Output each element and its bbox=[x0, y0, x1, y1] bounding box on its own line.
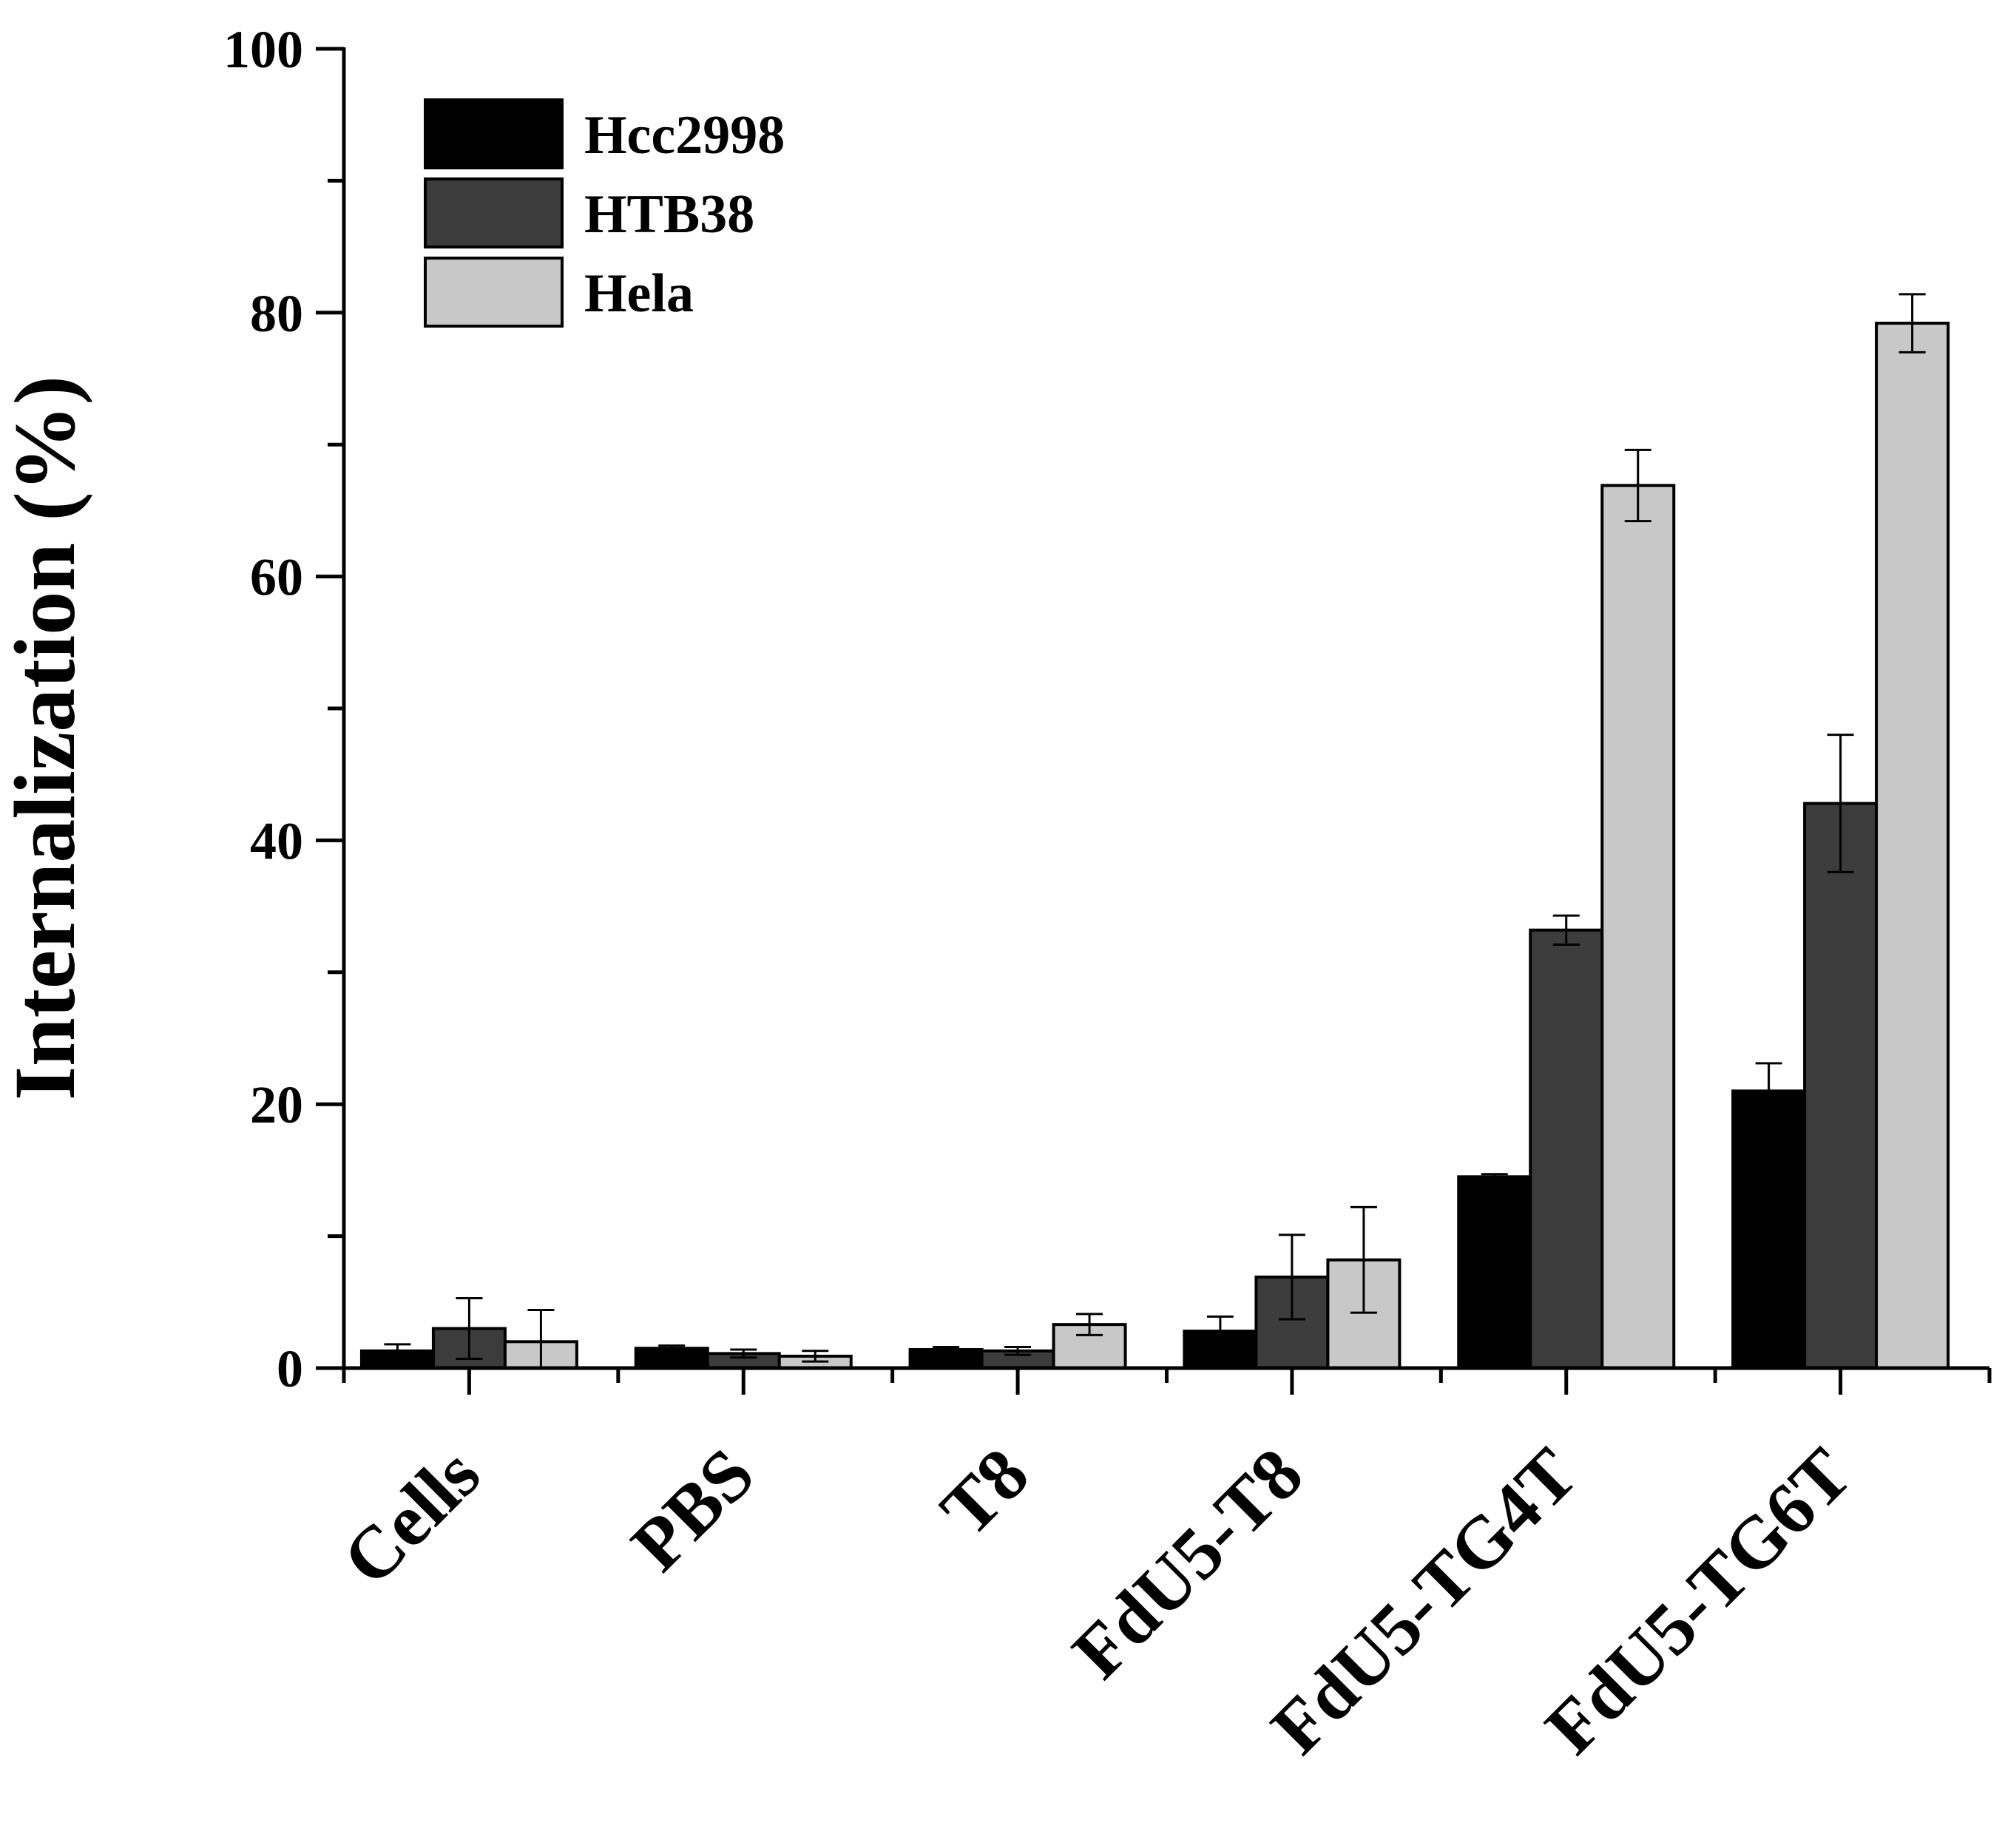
y-tick-label-80: 80 bbox=[250, 284, 303, 343]
legend-swatch-hcc2998 bbox=[424, 98, 564, 169]
y-tick-label-20: 20 bbox=[250, 1075, 303, 1134]
legend-label-hela: Hela bbox=[584, 263, 694, 324]
legend: Hcc2998 HTB38 Hela bbox=[424, 98, 785, 328]
bar-htb38-fdu5-tg6t bbox=[1803, 802, 1879, 1370]
legend-swatch-hela bbox=[424, 257, 564, 328]
bar-hcc2998-fdu5-tg4t bbox=[1457, 1175, 1532, 1370]
y-axis-label: Internalization (%) bbox=[0, 376, 93, 1100]
x-category-label-fdu5-t8: FdU5-T8 bbox=[1057, 1432, 1318, 1693]
legend-label-htb38: HTB38 bbox=[584, 184, 754, 245]
axes-group bbox=[316, 47, 1992, 1395]
bars-group bbox=[359, 322, 1950, 1370]
y-tick-label-100: 100 bbox=[223, 20, 303, 79]
legend-label-hcc2998: Hcc2998 bbox=[584, 105, 785, 166]
error-bars-group bbox=[384, 293, 1926, 1370]
y-tick-label-60: 60 bbox=[250, 548, 303, 607]
x-category-label-t8: T8 bbox=[925, 1432, 1044, 1551]
legend-swatch-htb38 bbox=[424, 177, 564, 248]
x-category-label-cells: Cells bbox=[327, 1432, 496, 1601]
bar-hela-fdu5-tg6t bbox=[1875, 322, 1950, 1370]
x-category-label-pbs: PBS bbox=[616, 1432, 770, 1586]
bar-htb38-fdu5-tg4t bbox=[1529, 928, 1604, 1370]
y-tick-label-0: 0 bbox=[277, 1339, 303, 1398]
y-tick-label-40: 40 bbox=[250, 811, 303, 870]
bar-hela-fdu5-tg4t bbox=[1600, 484, 1676, 1370]
y-axis-label-group: Internalization (%) bbox=[0, 376, 93, 1100]
bar-hcc2998-fdu5-tg6t bbox=[1731, 1089, 1807, 1370]
y-tick-labels: 0 20 40 60 80 100 bbox=[223, 20, 303, 1398]
